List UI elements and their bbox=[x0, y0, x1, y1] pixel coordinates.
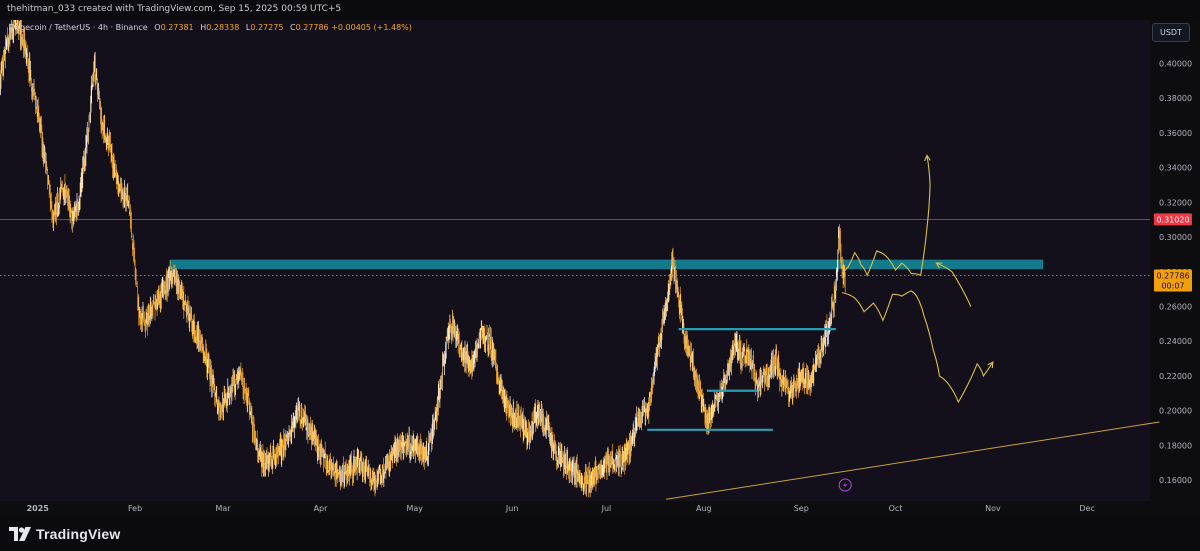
lightning-glyph bbox=[843, 481, 848, 489]
time-tick-label: Apr bbox=[314, 504, 329, 513]
retest-arrow-arrowhead bbox=[935, 262, 943, 269]
time-tick-label: Sep bbox=[794, 504, 809, 513]
low-label: L bbox=[245, 23, 251, 32]
candles bbox=[0, 20, 846, 498]
high-value: 0.28338 bbox=[206, 23, 240, 32]
tradingview-logo-text: TradingView bbox=[36, 526, 121, 542]
close-value: 0.27786 bbox=[295, 23, 329, 32]
price-tick-label: 0.36000 bbox=[1159, 129, 1192, 138]
price-tick-label: 0.20000 bbox=[1159, 407, 1192, 416]
time-tick-label: 2025 bbox=[27, 504, 50, 513]
time-tick-label: Dec bbox=[1079, 504, 1094, 513]
open-label: O bbox=[154, 23, 161, 32]
time-tick-label: Oct bbox=[889, 504, 903, 513]
price-tick-label: 0.38000 bbox=[1159, 94, 1192, 103]
time-tick-label: Jul bbox=[601, 504, 612, 513]
price-axis-panel bbox=[1150, 20, 1200, 516]
price-tick-label: 0.40000 bbox=[1159, 59, 1192, 68]
resistance-zone bbox=[169, 259, 1044, 270]
time-tick-label: May bbox=[406, 504, 423, 513]
time-tick-label: Feb bbox=[128, 504, 142, 513]
tradingview-logo-icon bbox=[9, 527, 31, 541]
price-tick-label: 0.16000 bbox=[1159, 476, 1192, 485]
symbol-legend: Dogecoin / TetherUS · 4h · Binance O0.27… bbox=[9, 23, 412, 32]
current-price-label bbox=[1154, 269, 1192, 292]
red-level-text: 0.31020 bbox=[1156, 215, 1189, 224]
chart-credit: thehitman_033 created with TradingView.c… bbox=[7, 4, 342, 14]
tradingview-logo[interactable]: TradingView bbox=[9, 524, 120, 544]
close-label: C bbox=[289, 23, 296, 32]
bearish-projection bbox=[841, 290, 994, 404]
price-tick-label: 0.26000 bbox=[1159, 303, 1192, 312]
bearish-projection-arrowhead bbox=[987, 361, 994, 369]
open-value: 0.27381 bbox=[160, 23, 194, 32]
symbol-name: Dogecoin / TetherUS · 4h · Binance bbox=[9, 23, 148, 32]
currency-button[interactable]: USDT bbox=[1152, 23, 1190, 42]
current-price-text: 0.27786 bbox=[1156, 272, 1189, 281]
chart-area[interactable]: 0.16000 0.18000 0.20000 0.22000 0.24000 0.260… bbox=[0, 20, 1200, 516]
retest-arrow bbox=[936, 262, 972, 307]
rising-trendline bbox=[666, 421, 1160, 500]
time-tick-label: Aug bbox=[696, 504, 712, 513]
time-tick-label: Mar bbox=[216, 504, 232, 513]
red-level-label bbox=[1154, 213, 1192, 226]
price-tick-label: 0.34000 bbox=[1159, 164, 1192, 173]
time-tick-label: Jun bbox=[505, 504, 519, 513]
price-tick-label: 0.30000 bbox=[1159, 233, 1192, 242]
bullish-projection bbox=[841, 155, 931, 277]
price-tick-label: 0.22000 bbox=[1159, 372, 1192, 381]
price-tick-label: 0.24000 bbox=[1159, 337, 1192, 346]
time-axis-panel bbox=[0, 501, 1150, 516]
price-tick-label: 0.32000 bbox=[1159, 198, 1192, 207]
footer-bar: TradingView bbox=[0, 516, 1200, 551]
price-chart[interactable]: 0.16000 0.18000 0.20000 0.22000 0.24000 0.260… bbox=[0, 20, 1200, 516]
price-tick-label: 0.18000 bbox=[1159, 441, 1192, 450]
change-value: +0.00405 (+1.48%) bbox=[331, 23, 412, 32]
lightning-icon bbox=[838, 478, 852, 492]
time-tick-label: Nov bbox=[985, 504, 1001, 513]
high-label: H bbox=[200, 23, 207, 32]
bullish-projection-arrowhead bbox=[924, 154, 931, 162]
low-value: 0.27275 bbox=[250, 23, 284, 32]
top-bar: thehitman_033 created with TradingView.c… bbox=[0, 0, 1200, 20]
countdown-text: 00:07 bbox=[1161, 282, 1184, 291]
